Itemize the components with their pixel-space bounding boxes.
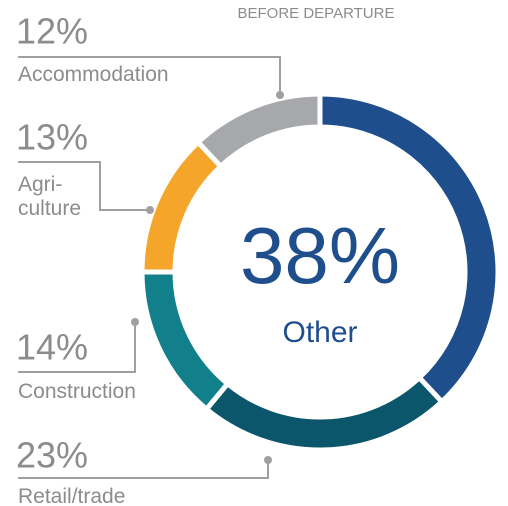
leader-line <box>18 322 136 373</box>
donut-segment <box>139 269 232 413</box>
category-line: Accommodation <box>18 63 169 86</box>
center-label: Other <box>282 316 357 349</box>
donut-segment <box>203 374 446 453</box>
category-line: Construction <box>18 380 136 403</box>
leader-dot <box>264 456 272 464</box>
category-label: Accommodation <box>18 63 169 86</box>
leader-dot <box>276 91 284 99</box>
value-label: 13% <box>16 117 88 158</box>
donut-segment <box>139 138 225 275</box>
category-label: Construction <box>18 380 136 403</box>
value-label: 12% <box>16 11 88 52</box>
donut-segment <box>194 91 323 170</box>
category-line: culture <box>18 197 81 220</box>
leader-line <box>18 161 150 211</box>
chart-title: BEFORE DEPARTURE <box>238 5 395 22</box>
value-label: 23% <box>16 435 88 476</box>
center-value: 38% <box>240 211 400 300</box>
value-label: 14% <box>16 327 88 368</box>
category-line: Agri- <box>18 173 62 196</box>
category-label: Retail/trade <box>18 485 125 506</box>
category-label: Agri-culture <box>18 173 81 220</box>
leader-dot <box>146 206 154 214</box>
leader-dot <box>131 318 139 326</box>
leader-line <box>18 56 281 95</box>
category-line: Retail/trade <box>18 485 125 506</box>
leader-line <box>18 460 269 479</box>
